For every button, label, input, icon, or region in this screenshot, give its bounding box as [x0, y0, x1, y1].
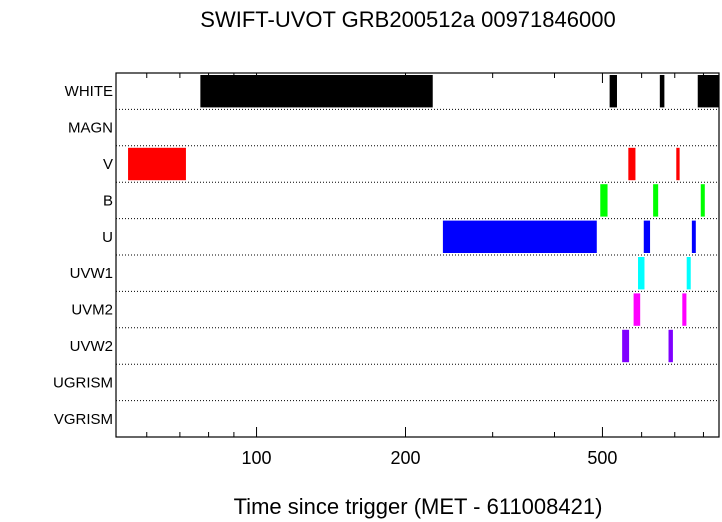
row-label-uvw2: UVW2	[70, 338, 113, 355]
bar-white-2	[609, 75, 617, 108]
bar-v-3	[676, 147, 680, 181]
row-label-v: V	[103, 156, 113, 173]
row-label-magn: MAGN	[68, 120, 113, 137]
row-label-b: B	[103, 192, 113, 209]
x-tick-label: 500	[587, 448, 617, 468]
x-tick-label: 100	[242, 448, 272, 468]
row-label-u: U	[102, 229, 113, 246]
row-label-ugrism: UGRISM	[53, 374, 113, 391]
row-label-white: WHITE	[65, 83, 113, 100]
bar-uvw2-2	[668, 329, 673, 363]
bar-u-1	[442, 220, 597, 253]
bar-v-1	[128, 147, 186, 181]
bar-u-3	[691, 220, 696, 253]
bar-white-3	[659, 75, 665, 108]
bar-uvm2-2	[682, 293, 687, 326]
bar-uvw2-1	[622, 329, 630, 363]
plot-area: WHITE MAGN V B U UVW1 UVM2 UVW2 UGRISM VGRISM 100 2…	[53, 72, 720, 468]
bar-white-1	[200, 75, 433, 108]
bar-b-1	[600, 184, 608, 217]
row-label-uvw1: UVW1	[70, 265, 113, 282]
bar-u-2	[643, 220, 651, 253]
bar-uvm2-1	[633, 293, 641, 326]
bar-white-4	[697, 75, 719, 108]
x-tick-label: 200	[390, 448, 420, 468]
row-label-vgrism: VGRISM	[54, 411, 113, 428]
bar-uvw1-1	[638, 257, 645, 290]
row-label-uvm2: UVM2	[71, 302, 113, 319]
x-axis-label: Time since trigger (MET - 611008421)	[234, 494, 603, 519]
bar-uvw1-2	[686, 257, 691, 290]
chart-title: SWIFT-UVOT GRB200512a 00971846000	[200, 7, 615, 32]
bar-b-3	[700, 184, 705, 217]
bar-v-2	[628, 147, 636, 181]
bar-b-2	[653, 184, 659, 217]
